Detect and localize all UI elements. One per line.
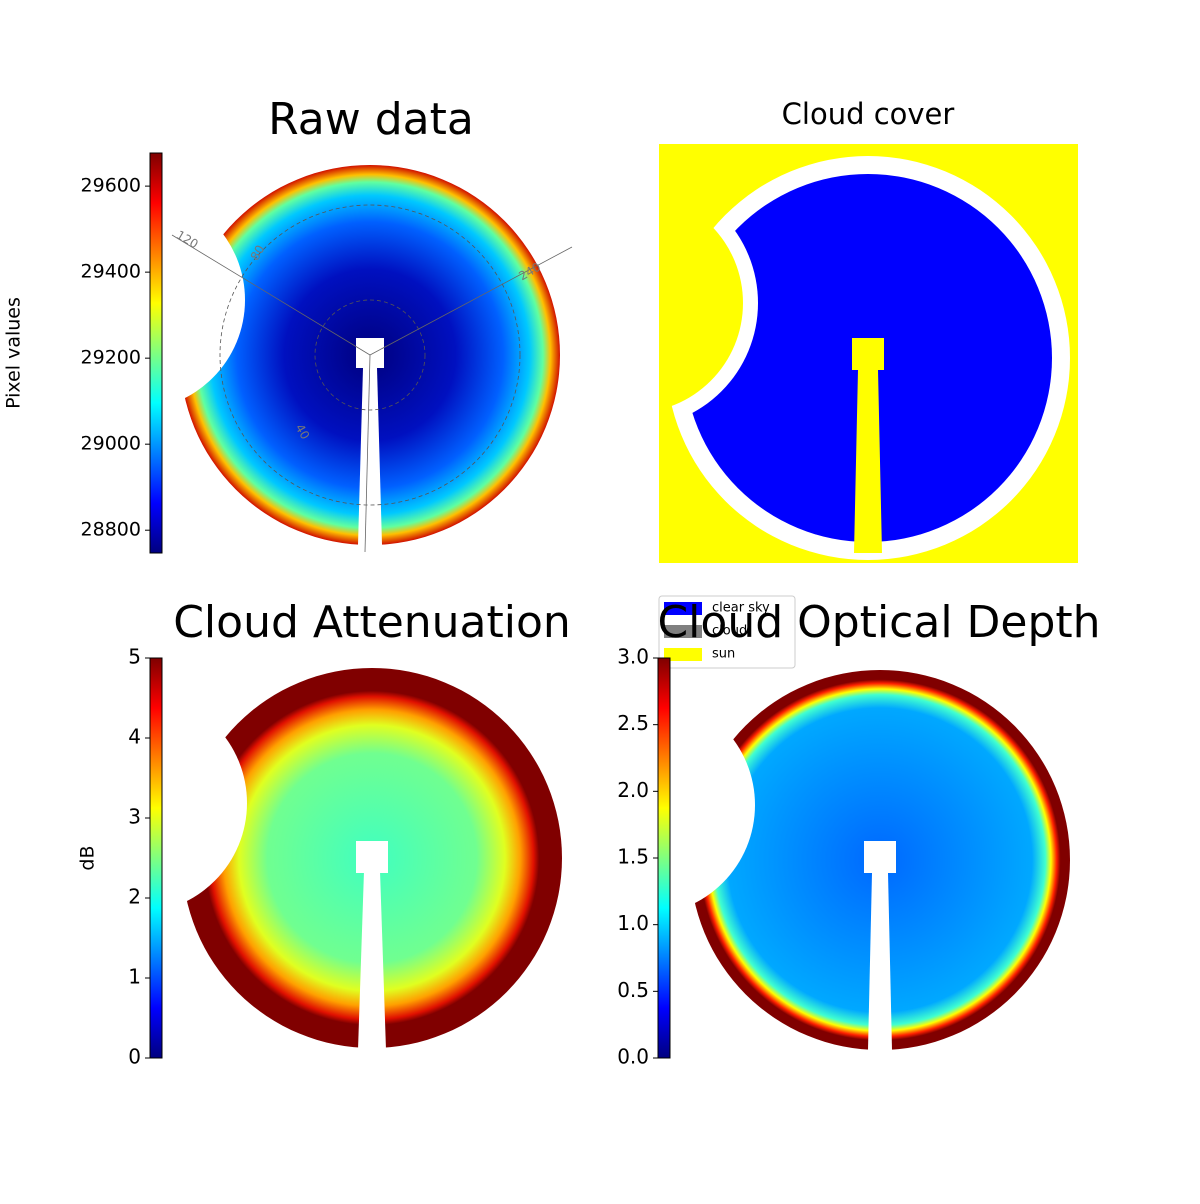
- legend-label: clear sky: [712, 601, 770, 616]
- colorbar-tick-label: 4: [128, 725, 141, 749]
- polar-annotation: 120: [174, 228, 201, 252]
- colorbar: [149, 657, 163, 1059]
- panel-title: Cloud cover: [782, 97, 955, 131]
- colorbar-tick-label: 3.0: [617, 645, 649, 669]
- colorbar-tick-label: 1: [128, 965, 141, 989]
- legend-swatch: [664, 602, 702, 615]
- colorbar-tick-label: 29400: [81, 261, 141, 283]
- colorbar: [149, 152, 163, 554]
- sky-image-raw: [171, 165, 573, 553]
- polar-annotation: 40: [293, 422, 313, 442]
- colorbar-label: Pixel values: [3, 297, 25, 409]
- colorbar-tick-label: 29600: [81, 175, 141, 197]
- colorbar-tick-label: 2: [128, 885, 141, 909]
- colorbar-tick-label: 0: [128, 1045, 141, 1069]
- colorbar-tick-label: 29200: [81, 347, 141, 369]
- legend-swatch: [664, 648, 702, 661]
- colorbar-tick-label: 29000: [81, 433, 141, 455]
- colorbar-tick-label: 0.5: [617, 978, 649, 1002]
- sky-image-optical-depth: [690, 670, 1070, 1050]
- colorbar-tick-label: 2.0: [617, 778, 649, 802]
- panel-title: Cloud Optical Depth: [657, 597, 1100, 648]
- legend-label: cloud: [712, 624, 747, 639]
- panel-title: Raw data: [268, 94, 474, 145]
- colorbar-tick-label: 1.0: [617, 911, 649, 935]
- colorbar-tick-label: 3: [128, 805, 141, 829]
- cloud-cover-disc: [666, 156, 1070, 560]
- colorbar-label: dB: [77, 845, 99, 870]
- colorbar-tick-label: 0.0: [617, 1045, 649, 1069]
- colorbar-tick-label: 5: [128, 645, 141, 669]
- panel-title: Cloud Attenuation: [173, 597, 571, 648]
- colorbar-tick-label: 28800: [81, 519, 141, 541]
- legend-label: sun: [712, 647, 735, 662]
- sky-image-attenuation: [182, 668, 562, 1050]
- polar-annotation: 80: [248, 243, 268, 263]
- colorbar-tick-label: 2.5: [617, 711, 649, 735]
- legend-swatch: [664, 625, 702, 638]
- colorbar-tick-label: 1.5: [617, 845, 649, 869]
- colorbar: [657, 657, 671, 1059]
